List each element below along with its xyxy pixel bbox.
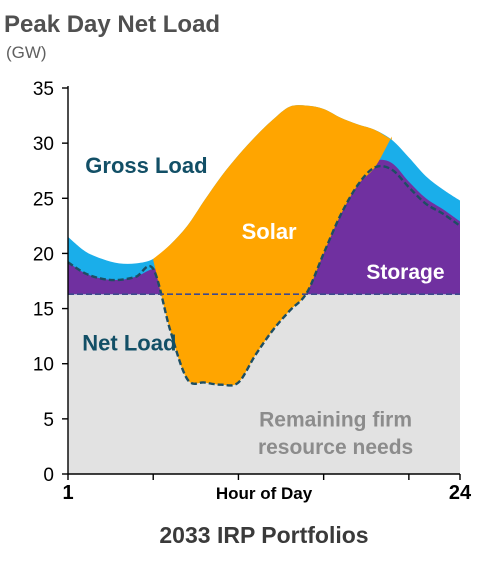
y-tick-label: 5: [43, 410, 54, 431]
y-tick-label: 15: [33, 300, 54, 321]
solar-area: [153, 105, 392, 386]
y-tick-label: 10: [33, 355, 54, 376]
chart-lines: [67, 164, 461, 387]
remaining-firm-area: [68, 294, 460, 474]
chart-annotations: Gross Load Solar Storage Net Load Remaining …: [82, 153, 444, 459]
x-tick-label: 24: [449, 482, 472, 504]
chart-axes: 0 5 10 15 20 25 30 35 1 24: [33, 79, 472, 504]
annotation-label: resource needs: [258, 436, 413, 459]
annotation-label: Storage: [366, 261, 444, 284]
y-tick-label: 30: [33, 134, 54, 155]
chart-footer: 2033 IRP Portfolios: [159, 522, 368, 548]
y-tick-label: 35: [33, 79, 54, 100]
y-tick-label: 25: [33, 189, 54, 210]
x-axis-label: Hour of Day: [216, 484, 313, 503]
annotation-label: Gross Load: [85, 153, 207, 178]
annotation-label: Solar: [242, 219, 297, 244]
chart-title: Peak Day Net Load: [4, 11, 220, 38]
y-tick-label: 20: [33, 244, 54, 265]
x-tick-label: 1: [62, 482, 73, 504]
y-tick-label: 0: [43, 465, 54, 486]
chart-subtitle: (GW): [6, 43, 47, 62]
net-load-line: [67, 164, 461, 387]
annotation-label: Net Load: [82, 330, 176, 355]
chart-areas: [68, 105, 460, 474]
annotation-label: Remaining firm: [259, 409, 412, 432]
storage-area: [68, 159, 460, 295]
